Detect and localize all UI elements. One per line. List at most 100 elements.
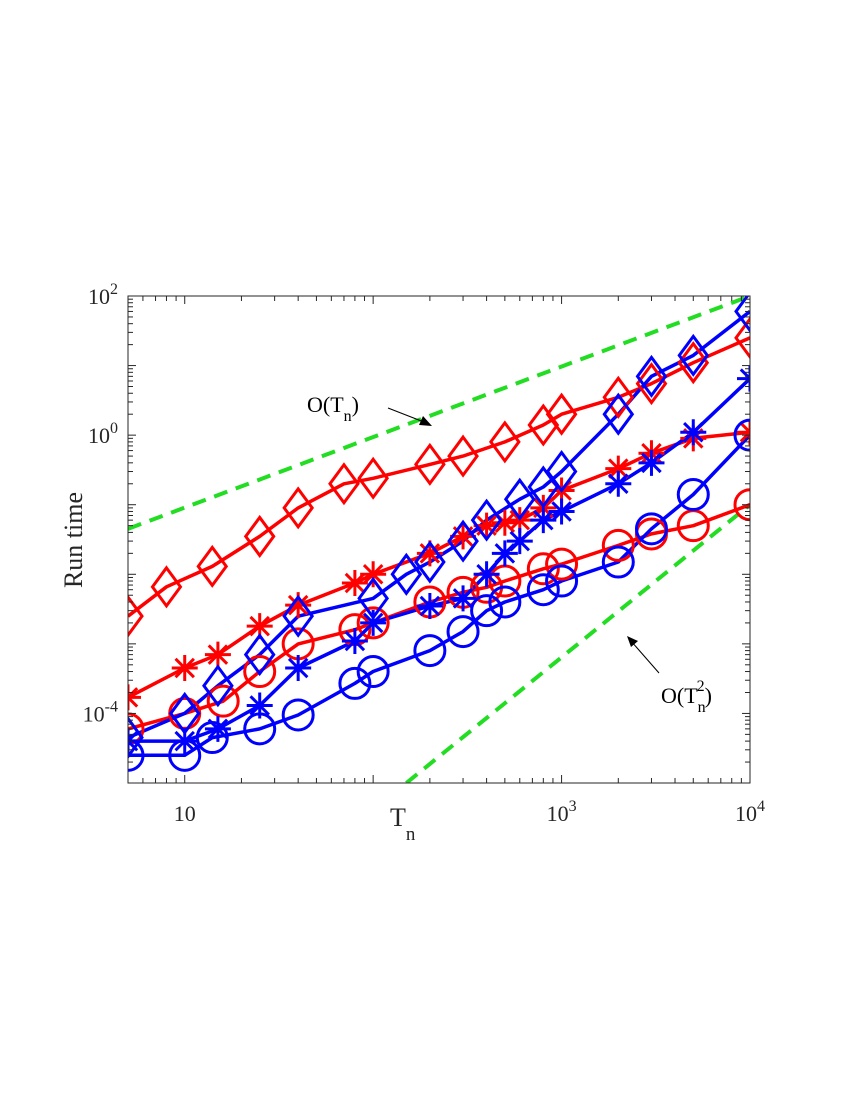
y-tick-label-1: 100 — [88, 420, 118, 448]
series-4-asterisk-marker-5 — [341, 627, 368, 654]
x-axis-label: Tn — [390, 803, 416, 845]
series-1-asterisk-marker-10 — [491, 509, 518, 536]
series-0-diamond-marker-14 — [677, 341, 710, 385]
reference-lines — [128, 296, 750, 783]
series-3-diamond-marker-4 — [282, 594, 315, 638]
series-5-circle-marker-4 — [281, 698, 315, 732]
series-2-circle-marker-6 — [356, 606, 390, 640]
series-2-circle-marker-3 — [243, 655, 277, 689]
series-1-asterisk-marker-2 — [204, 641, 231, 668]
series-5-circle-marker-5 — [338, 666, 372, 700]
series-1-asterisk-marker-8 — [450, 523, 477, 550]
series-3-diamond-marker-3 — [243, 633, 276, 677]
series-3-diamond-marker-2 — [202, 664, 234, 708]
series-3-diamond-marker-7 — [414, 540, 446, 584]
series-4-asterisk-marker-10 — [491, 540, 518, 567]
series-4-asterisk-marker-7 — [416, 593, 443, 620]
series-5-circle-marker-2 — [195, 721, 229, 755]
series-4-asterisk-marker-12 — [530, 507, 557, 534]
series-0-diamond-marker-3 — [243, 514, 276, 558]
series-3-diamond-marker-16 — [734, 296, 750, 333]
annotation-linear-base: O(T — [307, 392, 344, 417]
series-2-circle-marker-2 — [206, 684, 240, 718]
series-5-circle-marker-7 — [413, 634, 447, 668]
series-1-asterisk-marker-14 — [605, 455, 632, 482]
series-2-circle-marker-11 — [526, 552, 560, 586]
series-0-diamond-marker-1 — [150, 565, 183, 609]
axis-ticks — [127, 295, 751, 784]
series-4-asterisk-marker-2 — [204, 715, 231, 742]
series-3-diamond-marker-0 — [128, 716, 144, 760]
series-0-diamond-marker-8 — [447, 434, 479, 478]
series-2-circle-marker-13 — [601, 528, 635, 562]
series-4-asterisk-marker-4 — [285, 654, 312, 681]
series-0-diamond-marker-11 — [545, 392, 578, 436]
series-0-diamond-marker-9 — [488, 420, 521, 464]
series-0-diamond-marker-2 — [196, 544, 229, 588]
series-3-diamond-marker-12 — [545, 449, 578, 494]
y-axis-label: Run time — [59, 492, 88, 588]
series-3-diamond-marker-10 — [503, 477, 536, 521]
x-tick-label-1: 103 — [547, 798, 577, 826]
series-1-asterisk-marker-4 — [285, 592, 312, 619]
series-5-circle-marker-1 — [168, 738, 202, 772]
series-5-circle-marker-6 — [356, 655, 390, 689]
y-tick-label-0: 10-4 — [83, 698, 118, 726]
series-5-circle-marker-14 — [634, 512, 668, 546]
series-0-diamond-marker-12 — [602, 375, 635, 419]
annotation-linear-sub: n — [344, 408, 352, 425]
series-5-circle-marker-10 — [488, 585, 522, 619]
annotation-linear-tail: ) — [352, 392, 359, 417]
series-4-asterisk-marker-8 — [450, 585, 477, 612]
annotation-linear-arrowhead — [419, 416, 432, 426]
series-0-diamond-marker-0 — [128, 594, 144, 638]
series-5-circle-marker-8 — [446, 615, 480, 649]
annotation-quadratic-sub: n — [698, 699, 706, 716]
series-4-asterisk-marker-6 — [360, 609, 387, 636]
series-2-circle-marker-12 — [545, 547, 579, 581]
series-4-asterisk-marker-9 — [473, 561, 500, 588]
series-5-circle-marker-0 — [128, 738, 145, 772]
series-3-diamond-marker-6 — [390, 552, 423, 596]
series-5-circle-marker-15 — [676, 478, 710, 512]
annotation-quadratic-label: O(Tn 2) — [661, 678, 712, 716]
annotation-quadratic-sup: 2 — [697, 678, 705, 695]
series-0-diamond-marker-5 — [328, 462, 360, 506]
reference-line-1 — [405, 503, 750, 783]
series-3-diamond-marker-13 — [602, 392, 635, 436]
x-axis-label-base: T — [390, 803, 406, 832]
series-1-asterisk-marker-9 — [473, 512, 500, 539]
series-1-asterisk-marker-6 — [360, 561, 387, 588]
series-0-diamond-marker-13 — [635, 362, 668, 406]
series-3-diamond-marker-15 — [677, 333, 710, 377]
x-axis-label-sub: n — [406, 824, 416, 845]
series-3-diamond-marker-9 — [470, 498, 503, 542]
series-1-asterisk-marker-1 — [171, 654, 198, 681]
series-0-diamond-marker-15 — [734, 316, 750, 360]
series-3-diamond-marker-8 — [447, 519, 479, 563]
series-4-asterisk-marker-11 — [506, 528, 533, 555]
annotation-quadratic-tail: ) — [705, 683, 712, 708]
reference-line-0 — [128, 296, 750, 531]
series-1-asterisk-marker-7 — [416, 540, 443, 567]
annotation-quadratic: O(Tn 2) — [627, 636, 712, 716]
series-0-line — [128, 336, 750, 618]
series-4-asterisk-marker-13 — [548, 498, 575, 525]
series-markers — [128, 296, 750, 772]
series-4-asterisk-marker-15 — [638, 449, 665, 476]
series-5-circle-marker-9 — [470, 594, 504, 628]
annotation-linear-label: O(Tn) — [307, 392, 359, 425]
series-0-diamond-marker-4 — [282, 486, 315, 530]
series-0-diamond-marker-6 — [357, 456, 390, 500]
x-tick-label-2: 104 — [735, 798, 765, 826]
series-2-circle-marker-0 — [128, 712, 145, 746]
series-3-diamond-marker-14 — [635, 354, 668, 398]
series-2-circle-marker-16 — [733, 488, 750, 522]
axis-tick-labels: 10 103 104 10-4 100 102 — [83, 281, 765, 826]
plot-frame — [127, 295, 751, 784]
annotation-quadratic-base: O(T — [661, 683, 698, 708]
series-0-diamond-marker-7 — [414, 442, 446, 486]
y-tick-label-2: 102 — [88, 281, 118, 309]
series-1-asterisk-marker-5 — [341, 569, 368, 596]
